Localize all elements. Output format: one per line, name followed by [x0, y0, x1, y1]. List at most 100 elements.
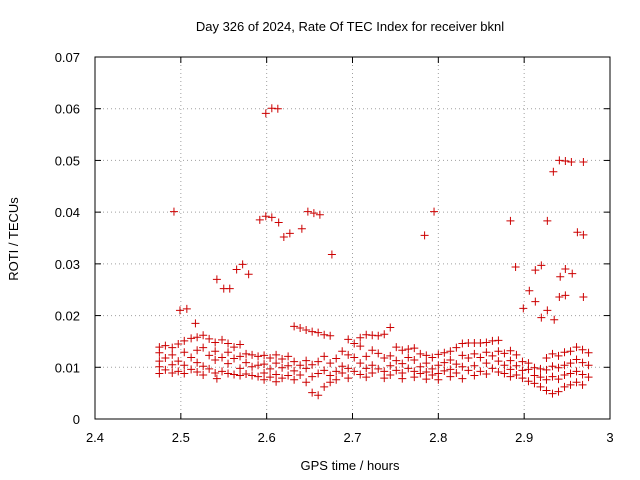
- data-point: [266, 373, 275, 382]
- data-point: [212, 275, 221, 284]
- data-point: [303, 207, 312, 216]
- data-point: [398, 374, 407, 383]
- data-point: [560, 348, 569, 357]
- data-point: [356, 333, 365, 342]
- data-point: [260, 375, 269, 384]
- data-point: [248, 350, 257, 359]
- data-point: [458, 374, 467, 383]
- data-point: [572, 378, 581, 387]
- data-point: [404, 364, 413, 373]
- data-point: [320, 330, 329, 339]
- data-point: [362, 364, 371, 373]
- data-point: [476, 353, 485, 362]
- data-point: [567, 157, 576, 166]
- data-point: [518, 374, 527, 383]
- data-point: [572, 355, 581, 364]
- data-point: [302, 356, 311, 365]
- data-point: [416, 349, 425, 358]
- data-point: [404, 353, 413, 362]
- data-point: [482, 348, 491, 357]
- data-point: [422, 367, 431, 376]
- data-point: [254, 352, 263, 361]
- data-point: [555, 156, 564, 165]
- data-point: [554, 351, 563, 360]
- data-point: [536, 382, 545, 391]
- data-point: [488, 364, 497, 373]
- data-point: [326, 359, 335, 368]
- data-point: [458, 362, 467, 371]
- data-point: [524, 377, 533, 386]
- data-point: [554, 363, 563, 372]
- data-point: [440, 348, 449, 357]
- data-point: [482, 338, 491, 347]
- data-point: [266, 364, 275, 373]
- data-point: [174, 367, 183, 376]
- data-point: [296, 371, 305, 380]
- data-point: [224, 369, 233, 378]
- data-point: [326, 378, 335, 387]
- data-point: [187, 334, 196, 343]
- data-point: [542, 386, 551, 395]
- data-point: [224, 348, 233, 357]
- data-point: [224, 359, 233, 368]
- data-point: [578, 345, 587, 354]
- data-point: [212, 374, 221, 383]
- data-point: [193, 346, 202, 355]
- data-point: [362, 330, 371, 339]
- data-point: [560, 371, 569, 380]
- data-point: [488, 351, 497, 360]
- data-point: [290, 322, 299, 331]
- data-point: [218, 353, 227, 362]
- data-point: [267, 104, 276, 113]
- data-point: [380, 353, 389, 362]
- data-point: [344, 364, 353, 373]
- data-point: [500, 369, 509, 378]
- axis-ticks: 2.4 2.5 2.6 2.7 2.8 2.9 3 0 0.01 0.02 0.03 0.04 0.05…: [55, 50, 614, 445]
- data-point: [191, 319, 200, 328]
- data-point: [579, 230, 588, 239]
- data-point: [169, 207, 178, 216]
- data-point: [308, 360, 317, 369]
- data-point: [326, 331, 335, 340]
- data-point: [236, 352, 245, 361]
- data-point: [476, 338, 485, 347]
- data-point: [236, 371, 245, 380]
- data-point: [446, 347, 455, 356]
- data-point: [543, 306, 552, 315]
- data-point: [398, 346, 407, 355]
- data-point: [519, 304, 528, 313]
- data-point: [161, 341, 170, 350]
- data-point: [506, 216, 515, 225]
- data-point: [260, 351, 269, 360]
- data-point: [380, 367, 389, 376]
- data-point: [422, 351, 431, 360]
- data-point: [211, 368, 220, 377]
- data-point: [278, 355, 287, 364]
- data-point: [512, 350, 521, 359]
- data-point: [180, 369, 189, 378]
- data-point: [302, 364, 311, 373]
- data-point: [537, 261, 546, 270]
- data-point: [344, 335, 353, 344]
- data-point: [314, 391, 323, 400]
- data-point: [356, 359, 365, 368]
- data-point: [205, 334, 214, 343]
- data-point: [232, 265, 241, 274]
- data-point: [326, 371, 335, 380]
- data-point: [254, 372, 263, 381]
- data-point: [512, 361, 521, 370]
- data-point: [566, 359, 575, 368]
- data-point: [548, 372, 557, 381]
- x-tick-label: 2.7: [343, 430, 361, 445]
- data-point: [218, 335, 227, 344]
- data-point: [560, 382, 569, 391]
- data-point: [398, 359, 407, 368]
- data-point: [284, 361, 293, 370]
- data-point: [278, 363, 287, 372]
- y-tick-label: 0.07: [55, 50, 80, 65]
- data-point: [428, 371, 437, 380]
- x-tick-label: 3: [606, 430, 613, 445]
- data-point: [434, 350, 443, 359]
- data-point: [248, 362, 257, 371]
